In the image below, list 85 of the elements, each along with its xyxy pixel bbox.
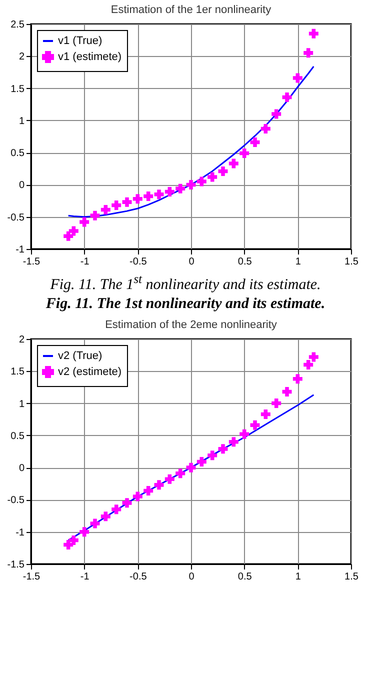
point — [68, 226, 78, 236]
point — [250, 138, 260, 148]
point — [144, 192, 154, 202]
point — [112, 504, 122, 514]
x-tick-label: 0 — [188, 256, 195, 268]
point — [292, 73, 302, 83]
legend-label: v1 (True) — [58, 35, 102, 47]
point — [240, 429, 250, 439]
point — [132, 194, 142, 204]
point — [164, 474, 174, 484]
point — [240, 148, 250, 158]
caption: Fig. 11. The 1$^{st}$ nonlinearity and its estimate. — [49, 272, 322, 294]
legend-label: v2 (estimete) — [58, 366, 122, 378]
x-tick-label: -1 — [80, 256, 90, 268]
chart-title: Estimation of the 1er nonlinearity — [110, 4, 272, 16]
point — [154, 480, 164, 490]
point — [90, 210, 100, 220]
y-tick-label: -1 — [16, 244, 25, 256]
point — [228, 437, 238, 447]
x-tick-label: -0.5 — [130, 572, 148, 582]
y-tick-label: -0.5 — [7, 495, 25, 506]
point — [122, 498, 132, 508]
point — [186, 180, 196, 190]
y-tick-label: -1 — [16, 527, 25, 538]
point — [154, 190, 164, 200]
point — [144, 486, 154, 496]
y-tick-label: 1 — [18, 116, 25, 127]
point — [100, 205, 110, 215]
caption: Fig. 11. The 1st nonlinearity and its estimate. — [44, 296, 326, 313]
point — [196, 457, 206, 467]
point — [304, 48, 314, 58]
point — [250, 420, 260, 430]
point — [64, 231, 74, 241]
point — [282, 386, 292, 396]
point — [218, 444, 228, 454]
point — [208, 172, 218, 182]
point — [228, 158, 238, 168]
x-tick-label: -0.5 — [130, 256, 148, 268]
x-tick-label: 1 — [295, 256, 302, 268]
point — [100, 512, 110, 522]
point — [260, 409, 270, 419]
y-tick-label: 0 — [18, 463, 25, 474]
x-tick-label: 1 — [295, 572, 302, 582]
point — [186, 462, 196, 472]
point — [132, 492, 142, 502]
chart-title: Estimation of the 2eme nonlinearity — [105, 319, 278, 331]
point — [282, 92, 292, 102]
y-tick-label: -1.5 — [7, 560, 25, 570]
point — [68, 535, 78, 545]
point — [176, 468, 186, 478]
point — [80, 217, 90, 227]
y-tick-label: 0.5 — [10, 430, 25, 442]
y-tick-label: -0.5 — [7, 212, 25, 224]
y-tick-label: 2.5 — [10, 20, 25, 30]
point — [164, 187, 174, 197]
point — [80, 527, 90, 537]
y-tick-label: 1 — [18, 398, 25, 410]
point — [196, 176, 206, 186]
legend-label: v1 (estimete) — [58, 51, 122, 63]
y-tick-label: 0.5 — [10, 148, 25, 160]
point — [304, 360, 314, 370]
point — [292, 374, 302, 384]
x-tick-label: 1.5 — [344, 256, 359, 268]
x-tick-label: -1 — [80, 572, 90, 582]
point — [112, 200, 122, 210]
point — [308, 352, 318, 362]
legend-label: v2 (True) — [58, 350, 102, 362]
point — [122, 197, 132, 207]
point — [218, 166, 228, 176]
y-tick-label: 1.5 — [10, 84, 25, 95]
y-tick-label: 2 — [18, 334, 25, 346]
point — [272, 398, 282, 408]
y-tick-label: 2 — [18, 52, 25, 63]
y-tick-label: 1.5 — [10, 366, 25, 378]
y-tick-label: 0 — [18, 180, 25, 192]
x-tick-label: 0.5 — [238, 572, 252, 582]
point — [90, 518, 100, 528]
x-tick-label: 0 — [188, 572, 195, 582]
point — [176, 184, 186, 194]
point — [260, 124, 270, 134]
point — [208, 450, 218, 460]
point — [272, 109, 282, 119]
point — [308, 28, 318, 38]
x-tick-label: 0.5 — [238, 256, 252, 268]
x-tick-label: 1.5 — [344, 572, 359, 582]
